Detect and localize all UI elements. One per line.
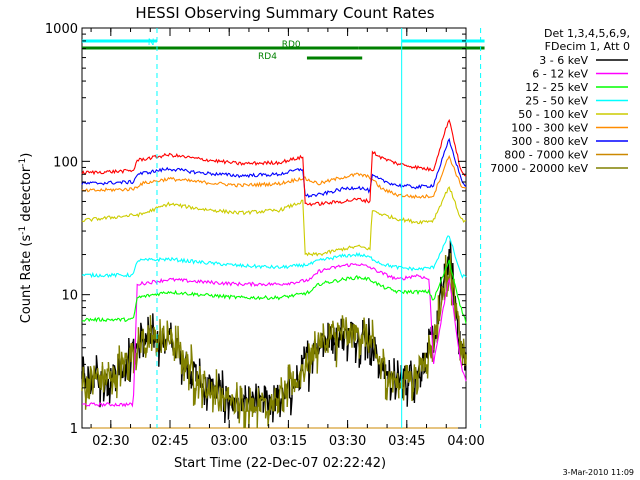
x-tick-label-4: 03:30 <box>329 434 366 449</box>
x-tick-label-0: 02:30 <box>92 434 129 449</box>
x-tick-label-6: 04:00 <box>447 434 484 449</box>
chart-title: HESSI Observing Summary Count Rates <box>135 4 434 22</box>
y-axis-label-mid: detector <box>19 166 34 226</box>
y-axis-label-main: Count Rate (s <box>19 235 34 324</box>
axis-ticks: 02:30 02:45 03:00 03:15 03:30 03:45 04:00 1 10 10… <box>45 22 485 449</box>
legend-label-8: 7000 - 20000 keV <box>490 162 588 175</box>
y-axis-label-sup1: -1 <box>18 226 28 235</box>
y-tick-label-2: 100 <box>53 155 78 170</box>
legend-label-2: 12 - 25 keV <box>525 81 588 94</box>
x-axis-label: Start Time (22-Dec-07 02:22:42) <box>174 456 386 471</box>
legend-label-4: 50 - 100 keV <box>518 108 588 121</box>
x-tick-label-5: 03:45 <box>388 434 425 449</box>
legend: Det 1,3,4,5,6,9, FDecim 1, Att 0 3 - 6 k… <box>490 27 630 175</box>
y-tick-label-0: 1 <box>70 422 78 437</box>
legend-label-5: 100 - 300 keV <box>511 122 588 135</box>
y-axis-label-sup2: -1 <box>18 158 28 167</box>
series-line-0 <box>81 240 467 424</box>
y-tick-label-3: 1000 <box>45 22 78 37</box>
flag-label-rd0: RD0 <box>282 40 301 50</box>
date-stamp: 3-Mar-2010 11:09 <box>563 468 634 477</box>
series-line-8 <box>81 253 467 429</box>
y-axis-label-end: ) <box>19 153 34 158</box>
legend-label-3: 25 - 50 keV <box>525 95 588 108</box>
flag-label-n: N <box>148 38 155 48</box>
flag-bars: N RD0 RD4 <box>82 38 485 62</box>
x-tick-label-1: 02:45 <box>151 434 188 449</box>
legend-label-0: 3 - 6 keV <box>539 54 588 67</box>
x-tick-label-2: 03:00 <box>210 434 247 449</box>
x-tick-label-3: 03:15 <box>270 434 307 449</box>
y-axis-label: Count Rate (s-1 detector-1) <box>18 153 34 324</box>
legend-label-6: 300 - 800 keV <box>511 135 588 148</box>
legend-label-1: 6 - 12 keV <box>532 68 588 81</box>
flag-label-rd4: RD4 <box>258 52 277 62</box>
legend-header-line-2: FDecim 1, Att 0 <box>545 40 630 53</box>
legend-header-line-1: Det 1,3,4,5,6,9, <box>544 27 630 40</box>
vertical-markers <box>156 28 482 428</box>
legend-label-7: 800 - 7000 keV <box>504 149 588 162</box>
y-tick-label-1: 10 <box>61 289 78 304</box>
